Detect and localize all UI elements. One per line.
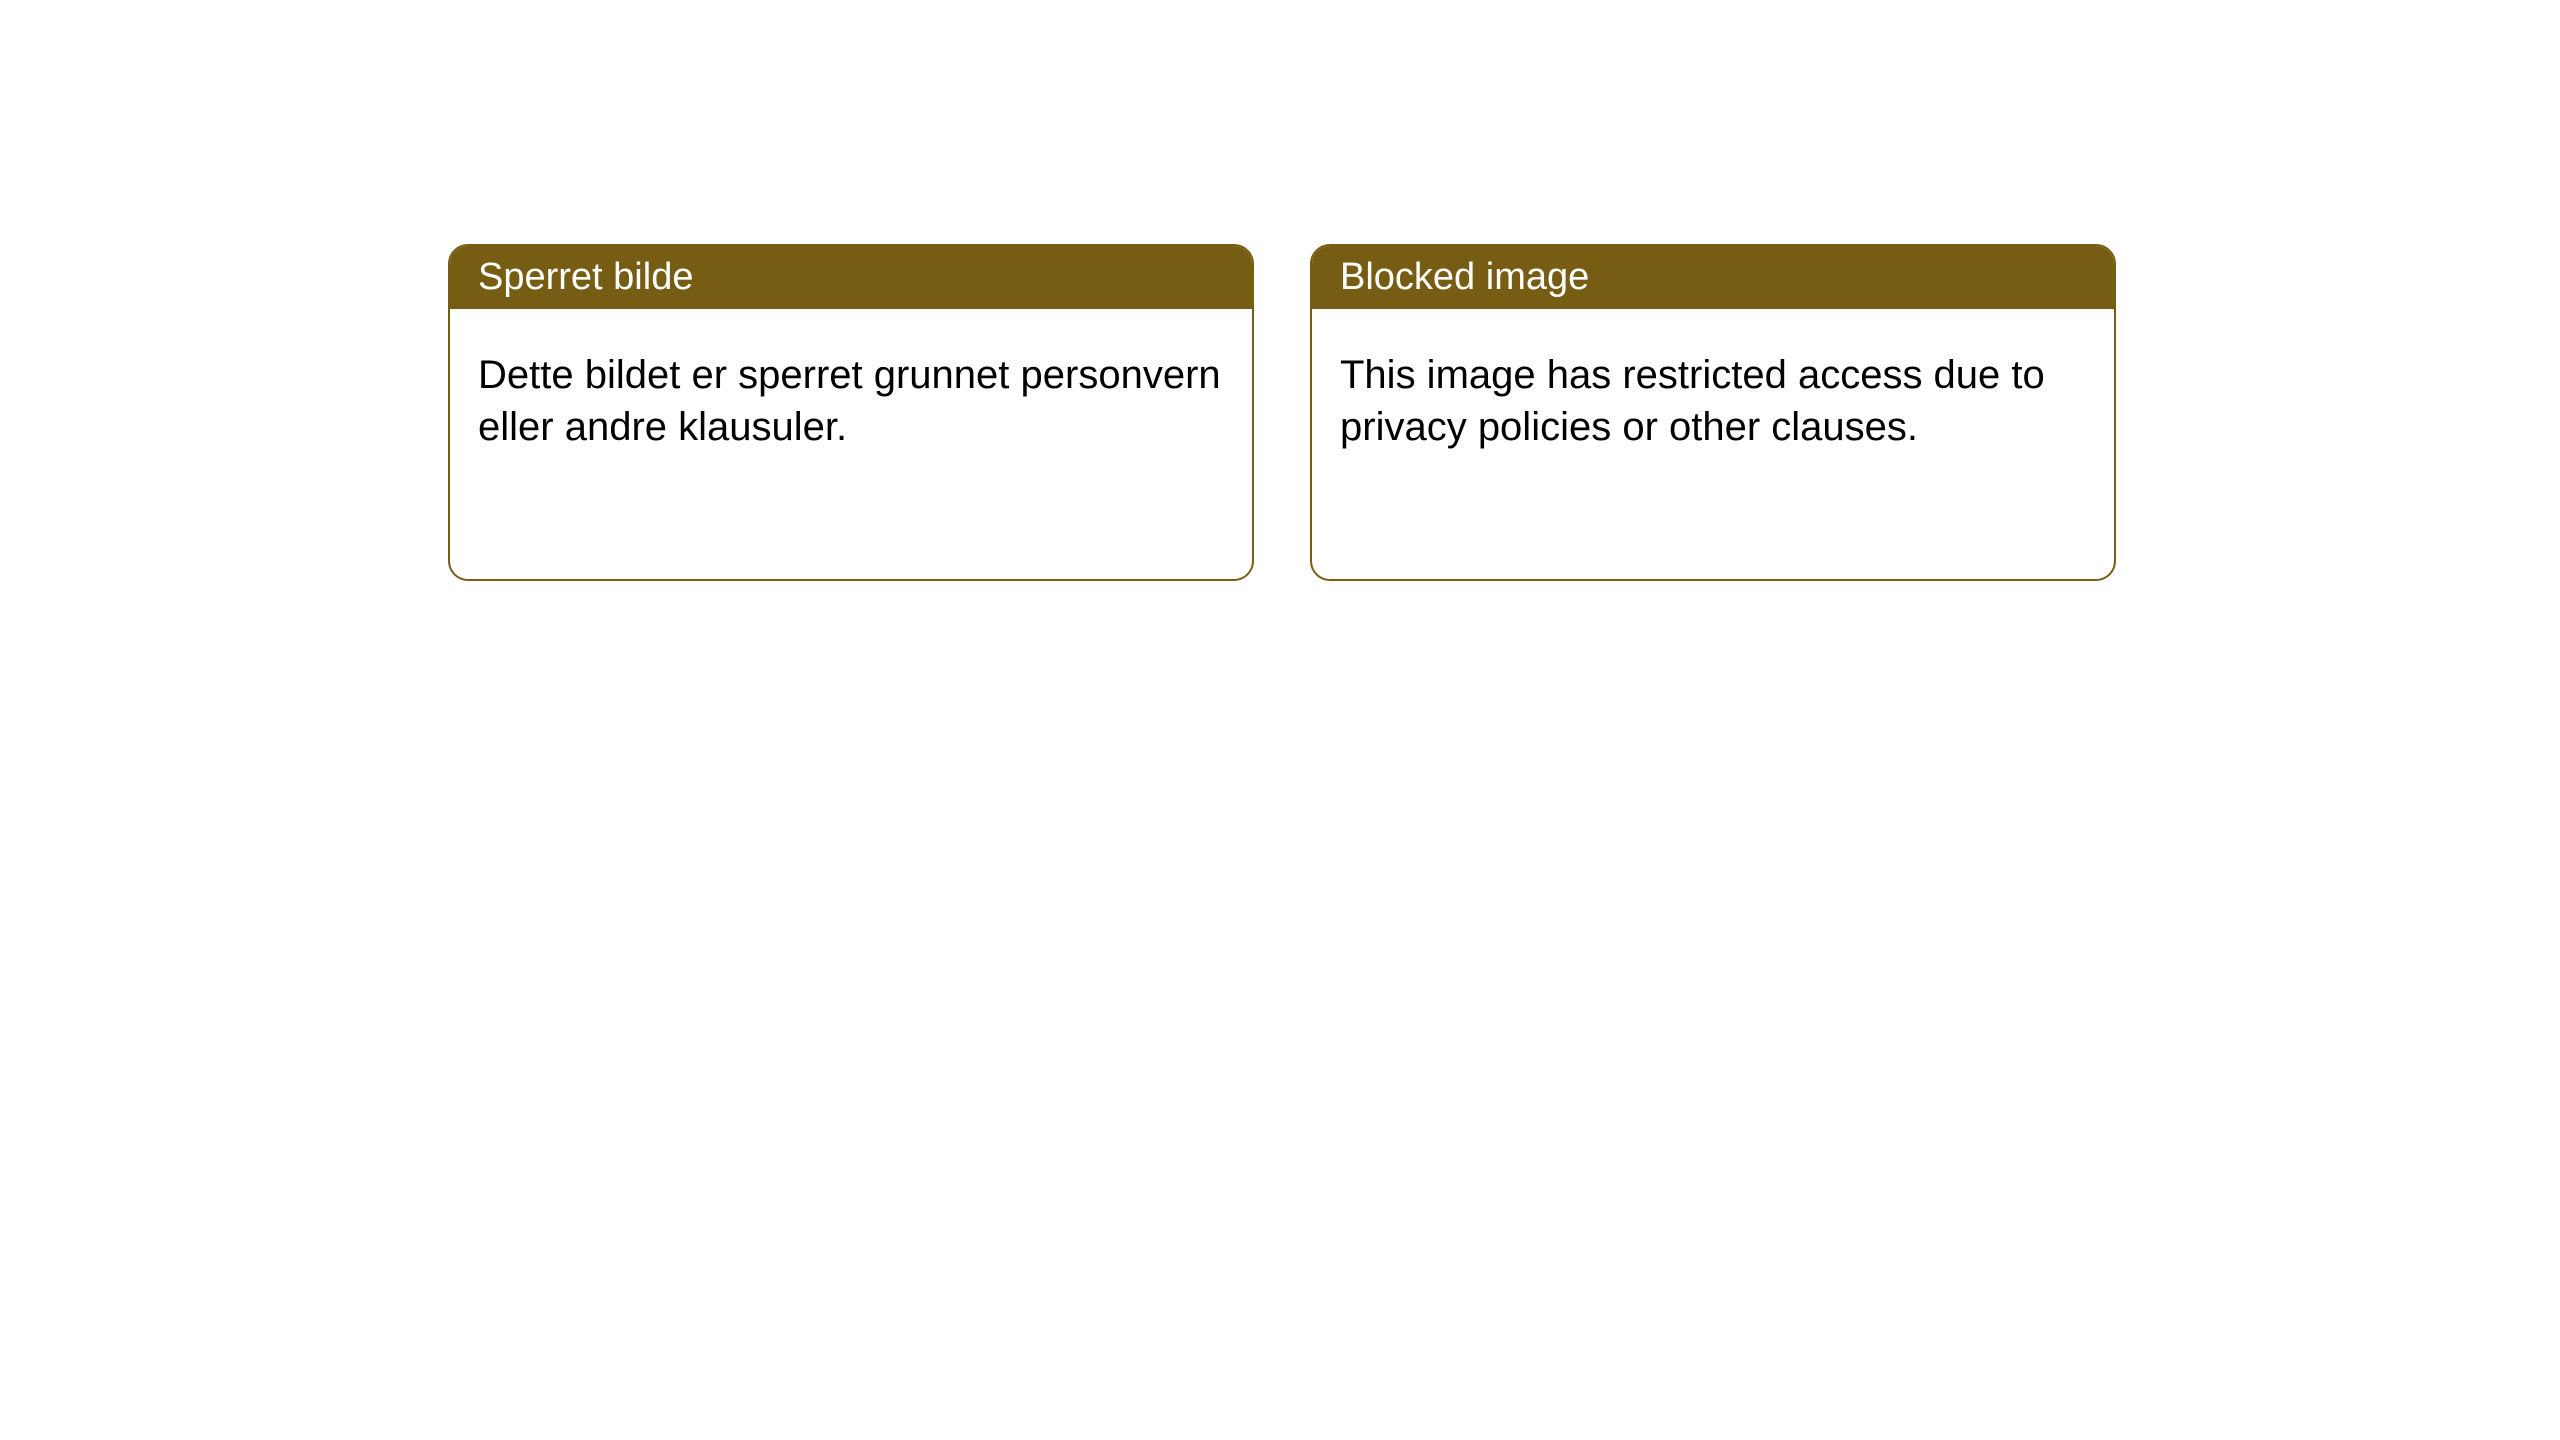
panel-header: Sperret bilde: [450, 246, 1252, 309]
notice-panel-norwegian: Sperret bilde Dette bildet er sperret gr…: [448, 244, 1254, 581]
panel-message: This image has restricted access due to …: [1340, 353, 2045, 449]
panel-body: This image has restricted access due to …: [1312, 309, 2114, 579]
panel-body: Dette bildet er sperret grunnet personve…: [450, 309, 1252, 579]
panel-title: Sperret bilde: [478, 256, 693, 298]
panel-title: Blocked image: [1340, 256, 1589, 298]
notice-panel-english: Blocked image This image has restricted …: [1310, 244, 2116, 581]
panel-message: Dette bildet er sperret grunnet personve…: [478, 353, 1221, 449]
notice-container: Sperret bilde Dette bildet er sperret gr…: [0, 0, 2560, 581]
panel-header: Blocked image: [1312, 246, 2114, 309]
